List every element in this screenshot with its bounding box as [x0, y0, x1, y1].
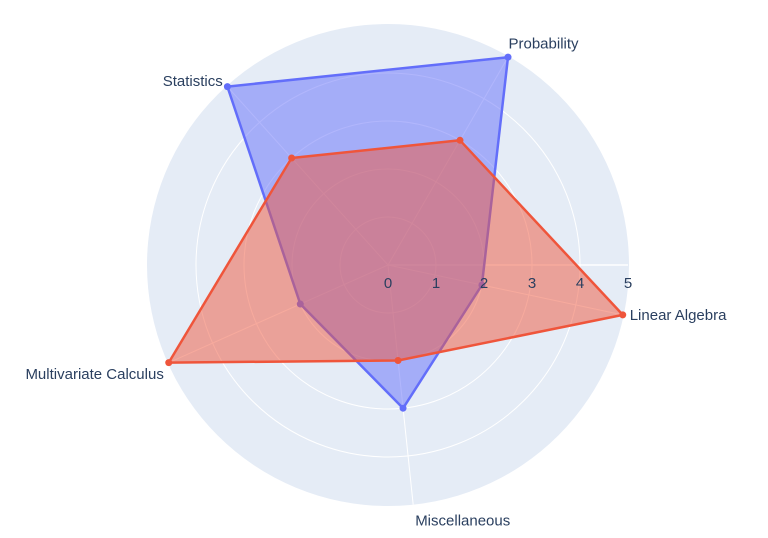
radial-tick-label: 3: [528, 275, 536, 292]
series-2-point-4[interactable]: [165, 359, 173, 367]
radial-tick-label: 0: [384, 275, 392, 292]
series-2-point-3[interactable]: [288, 154, 296, 162]
category-axis-labels: Linear Algebra Probability Statistics Multi…: [25, 35, 727, 529]
axis-label-statistics: Statistics: [163, 73, 223, 90]
axis-label-linear-algebra: Linear Algebra: [630, 307, 727, 324]
series-2-point-2[interactable]: [456, 136, 464, 144]
radial-tick-label: 1: [432, 275, 440, 292]
radial-tick-labels: 0 1 2 3 4 5: [384, 275, 632, 292]
series-2-point-1[interactable]: [619, 311, 627, 319]
radial-tick-label: 4: [576, 275, 584, 292]
series-1-point-3[interactable]: [223, 83, 231, 91]
radial-tick-label: 5: [624, 275, 632, 292]
series-2-point-5[interactable]: [394, 356, 402, 364]
axis-label-multivariate-calculus: Multivariate Calculus: [25, 366, 163, 383]
series-2-area: [167, 139, 625, 364]
series-1-point-2[interactable]: [504, 53, 512, 61]
radial-tick-label: 2: [480, 275, 488, 292]
series-1-point-5[interactable]: [399, 404, 407, 412]
axis-label-miscellaneous: Miscellaneous: [415, 513, 510, 530]
axis-label-probability: Probability: [509, 35, 580, 52]
series-layer: [165, 53, 627, 412]
